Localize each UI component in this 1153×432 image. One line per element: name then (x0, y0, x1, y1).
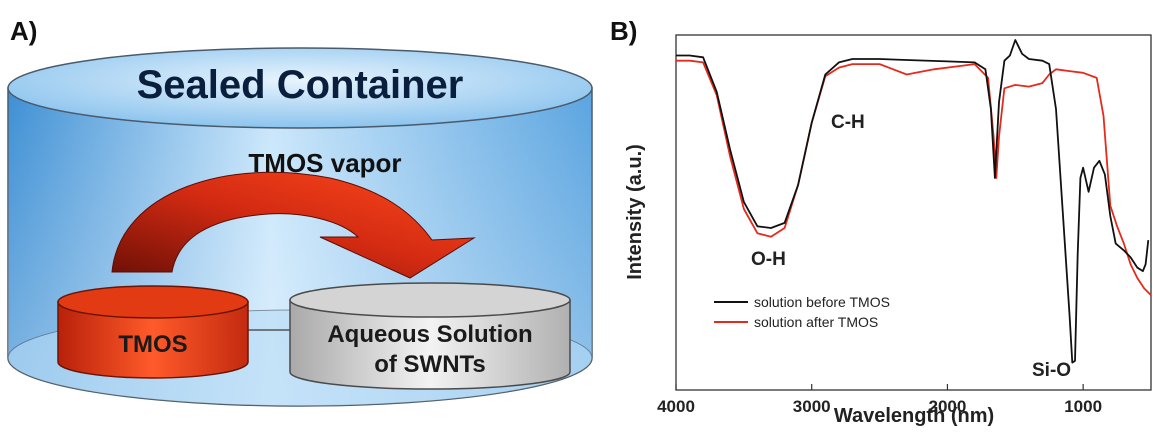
plot-frame (675, 34, 1152, 391)
peak-label-oh: O-H (751, 249, 786, 270)
solution-label-line1: Aqueous Solution (327, 321, 532, 348)
x-tick-label: 4000 (657, 397, 695, 416)
panel-a: A) Sealed Container TMOS vapor TMOS Aque… (7, 16, 593, 407)
x-tick-label: 2000 (929, 397, 967, 416)
solution-cylinder: Aqueous Solution of SWNTs (289, 282, 571, 390)
legend: solution before TMOS solution after TMOS (714, 294, 890, 330)
container-lid (7, 47, 593, 129)
legend-label-before: solution before TMOS (754, 294, 890, 310)
series-line-before (676, 39, 1150, 364)
tmos-label: TMOS (118, 331, 187, 358)
panel-a-label: A) (10, 16, 37, 46)
legend-label-after: solution after TMOS (754, 314, 878, 330)
series-group (676, 39, 1152, 364)
container-title: Sealed Container (137, 63, 464, 107)
x-tick-label: 1000 (1064, 397, 1102, 416)
tmos-cylinder: TMOS (57, 285, 249, 379)
x-axis-title: Wavelength (nm) (834, 405, 994, 427)
peak-label-sio: Si-O (1032, 360, 1071, 381)
peak-label-ch: C-H (831, 112, 865, 133)
panel-b-label: B) (610, 16, 637, 46)
solution-label-line2: of SWNTs (374, 351, 486, 378)
vapor-arrow (111, 171, 476, 279)
x-axis-ticks: 4000 3000 2000 1000 (657, 384, 1102, 416)
panel-b: B) 4000 3000 2000 1000 O-H C-H Si-O solutio… (610, 16, 1152, 427)
x-tick-label: 3000 (793, 397, 831, 416)
y-axis-title: Intensity (a.u.) (624, 144, 646, 280)
